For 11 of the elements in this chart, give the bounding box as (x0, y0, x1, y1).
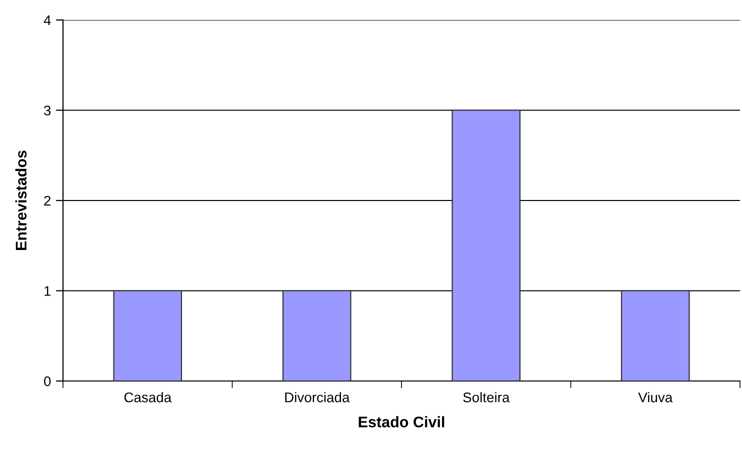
y-tick-label: 4 (44, 15, 51, 26)
x-axis-title: Estado Civil (358, 416, 444, 428)
x-tick-label: Divorciada (285, 392, 350, 402)
y-tick-label: 3 (44, 106, 51, 116)
y-tick-label: 0 (44, 376, 51, 386)
y-axis-title: Entrevistados (15, 150, 27, 250)
y-tick-label: 2 (44, 196, 50, 206)
x-tick-label: Viuva (638, 392, 673, 402)
x-tick-label: Casada (124, 392, 172, 402)
x-tick-label: Solteira (463, 392, 510, 402)
y-tick-label: 1 (44, 286, 51, 296)
